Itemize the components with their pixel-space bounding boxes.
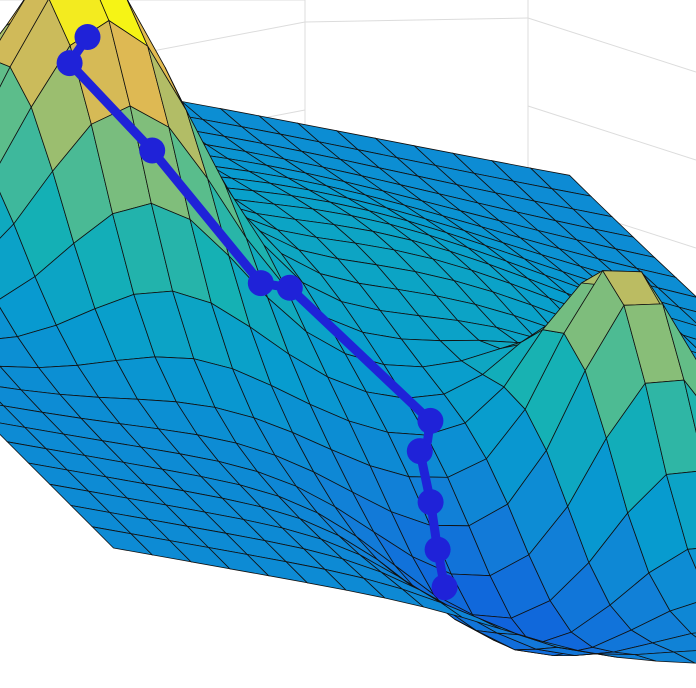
surface-patch xyxy=(687,548,696,570)
path-point xyxy=(139,137,166,164)
path-point xyxy=(56,50,83,77)
path-point xyxy=(247,270,274,297)
surface-patch xyxy=(683,379,696,434)
surface-patch xyxy=(662,303,696,397)
surface-patch xyxy=(682,334,696,349)
path-point xyxy=(406,438,433,465)
path-point xyxy=(417,489,444,516)
path-point xyxy=(74,24,101,50)
grid-line xyxy=(527,105,696,161)
surface-patch xyxy=(672,650,696,664)
surface-patch xyxy=(679,306,696,324)
grid-line xyxy=(527,17,696,73)
grid-line xyxy=(304,17,529,23)
surface-patch xyxy=(665,471,696,550)
descent-path xyxy=(56,24,458,601)
path-point xyxy=(424,536,451,563)
surface-patch xyxy=(669,602,696,634)
surface-patch xyxy=(690,632,696,638)
surface-patch xyxy=(0,62,11,88)
path-point xyxy=(276,274,303,301)
path-point xyxy=(417,407,444,434)
path-point xyxy=(431,574,458,601)
surface-patch xyxy=(657,287,696,313)
